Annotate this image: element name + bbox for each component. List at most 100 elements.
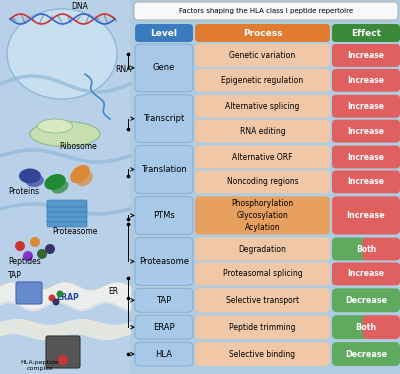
- Text: Increase: Increase: [348, 127, 384, 136]
- Text: Proteasome: Proteasome: [52, 227, 98, 236]
- Text: Transcript: Transcript: [143, 114, 185, 123]
- FancyBboxPatch shape: [332, 69, 400, 92]
- Text: Decrease: Decrease: [345, 296, 387, 305]
- FancyBboxPatch shape: [134, 2, 398, 20]
- Ellipse shape: [30, 122, 100, 147]
- FancyBboxPatch shape: [47, 200, 87, 207]
- Text: Increase: Increase: [347, 211, 385, 220]
- Text: ERAP: ERAP: [57, 294, 79, 303]
- Text: HLA:peptide
complex: HLA:peptide complex: [21, 360, 59, 371]
- Text: Effect: Effect: [351, 28, 381, 37]
- FancyBboxPatch shape: [332, 120, 400, 142]
- FancyBboxPatch shape: [363, 237, 400, 260]
- Text: PTMs: PTMs: [153, 211, 175, 220]
- FancyBboxPatch shape: [332, 95, 400, 118]
- Ellipse shape: [19, 169, 41, 184]
- Text: Increase: Increase: [348, 269, 384, 278]
- FancyBboxPatch shape: [332, 171, 400, 193]
- Text: Both: Both: [356, 245, 376, 254]
- FancyBboxPatch shape: [47, 215, 87, 222]
- Text: Increase: Increase: [348, 177, 384, 186]
- Ellipse shape: [52, 180, 68, 194]
- FancyBboxPatch shape: [47, 220, 87, 227]
- Text: Noncoding regions: Noncoding regions: [227, 177, 298, 186]
- FancyBboxPatch shape: [332, 24, 400, 42]
- Text: HLA: HLA: [156, 350, 172, 359]
- Circle shape: [58, 355, 68, 365]
- FancyBboxPatch shape: [195, 24, 330, 42]
- Text: ER: ER: [108, 286, 118, 295]
- Text: RNA: RNA: [115, 64, 131, 74]
- Text: Degradation: Degradation: [238, 245, 286, 254]
- Text: TAP: TAP: [156, 296, 172, 305]
- Text: Epigenetic regulation: Epigenetic regulation: [222, 76, 304, 85]
- FancyBboxPatch shape: [135, 24, 193, 42]
- FancyBboxPatch shape: [135, 44, 193, 92]
- Circle shape: [45, 244, 55, 254]
- Circle shape: [30, 237, 40, 247]
- FancyBboxPatch shape: [195, 288, 330, 312]
- FancyBboxPatch shape: [46, 336, 80, 368]
- FancyBboxPatch shape: [135, 315, 193, 339]
- Text: Peptide trimming: Peptide trimming: [229, 323, 296, 332]
- Text: Alternative ORF: Alternative ORF: [232, 153, 293, 162]
- FancyBboxPatch shape: [135, 95, 193, 142]
- Circle shape: [48, 294, 56, 301]
- FancyBboxPatch shape: [195, 145, 330, 168]
- Circle shape: [15, 241, 25, 251]
- FancyBboxPatch shape: [16, 282, 42, 304]
- FancyBboxPatch shape: [332, 196, 400, 234]
- FancyBboxPatch shape: [195, 237, 330, 260]
- FancyBboxPatch shape: [195, 69, 330, 92]
- Text: Phosphorylation
Glycosylation
Acylation: Phosphorylation Glycosylation Acylation: [232, 199, 294, 232]
- FancyBboxPatch shape: [135, 196, 193, 234]
- Ellipse shape: [26, 175, 44, 187]
- FancyBboxPatch shape: [363, 315, 400, 339]
- Text: Gene: Gene: [153, 63, 175, 73]
- Text: Genetic variation: Genetic variation: [229, 51, 296, 60]
- Circle shape: [37, 249, 47, 259]
- FancyBboxPatch shape: [135, 145, 193, 193]
- Ellipse shape: [44, 174, 66, 190]
- Circle shape: [56, 291, 64, 297]
- Text: Proteasome: Proteasome: [139, 257, 189, 266]
- FancyBboxPatch shape: [195, 44, 330, 67]
- Text: Increase: Increase: [348, 76, 384, 85]
- Text: RNA editing: RNA editing: [240, 127, 285, 136]
- FancyBboxPatch shape: [195, 196, 330, 234]
- Text: Increase: Increase: [348, 51, 384, 60]
- Text: Selective binding: Selective binding: [230, 350, 296, 359]
- FancyBboxPatch shape: [332, 288, 400, 312]
- Text: Increase: Increase: [348, 153, 384, 162]
- FancyBboxPatch shape: [47, 210, 87, 217]
- FancyBboxPatch shape: [195, 315, 330, 339]
- FancyBboxPatch shape: [195, 120, 330, 142]
- Text: Alternative splicing: Alternative splicing: [225, 102, 300, 111]
- FancyBboxPatch shape: [135, 288, 193, 312]
- Text: Decrease: Decrease: [345, 350, 387, 359]
- FancyBboxPatch shape: [135, 342, 193, 366]
- Text: Peptides: Peptides: [8, 258, 41, 267]
- FancyBboxPatch shape: [332, 315, 370, 339]
- FancyBboxPatch shape: [195, 171, 330, 193]
- Circle shape: [52, 298, 60, 306]
- Text: Translation: Translation: [141, 165, 187, 174]
- Ellipse shape: [70, 165, 90, 183]
- Ellipse shape: [7, 9, 117, 99]
- Text: TAP: TAP: [8, 272, 22, 280]
- FancyBboxPatch shape: [135, 237, 193, 285]
- Text: Process: Process: [243, 28, 282, 37]
- Text: Proteins: Proteins: [8, 187, 39, 196]
- Text: ERAP: ERAP: [153, 323, 175, 332]
- Text: Level: Level: [150, 28, 178, 37]
- FancyBboxPatch shape: [195, 263, 330, 285]
- Ellipse shape: [77, 172, 93, 186]
- Text: Both: Both: [356, 323, 376, 332]
- FancyBboxPatch shape: [47, 205, 87, 212]
- FancyBboxPatch shape: [0, 0, 130, 374]
- Text: Proteasomal splicing: Proteasomal splicing: [223, 269, 302, 278]
- FancyBboxPatch shape: [332, 237, 370, 260]
- FancyBboxPatch shape: [195, 342, 330, 366]
- FancyBboxPatch shape: [332, 263, 400, 285]
- FancyBboxPatch shape: [332, 44, 400, 67]
